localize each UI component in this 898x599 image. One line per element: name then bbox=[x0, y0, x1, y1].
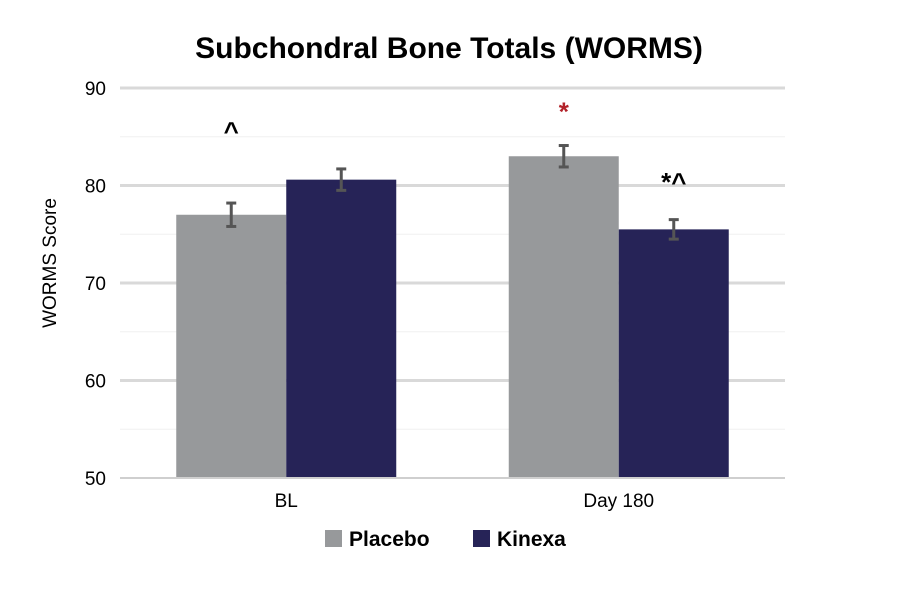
y-tick-label: 70 bbox=[85, 274, 106, 295]
y-tick-label: 90 bbox=[85, 79, 106, 100]
bar bbox=[618, 229, 729, 478]
legend: Placebo Kinexa bbox=[325, 528, 566, 551]
legend-swatch bbox=[325, 530, 342, 547]
category-labels: BL Day 180 bbox=[275, 491, 655, 512]
chart-title: Subchondral Bone Totals (WORMS) bbox=[195, 32, 703, 65]
error-bars bbox=[226, 144, 679, 241]
bar bbox=[176, 214, 287, 478]
y-tick-label: 50 bbox=[85, 469, 106, 490]
legend-label: Placebo bbox=[349, 528, 430, 551]
significance-marker: ^ bbox=[224, 116, 239, 146]
y-axis-label: WORMS Score bbox=[40, 198, 61, 328]
category-label: BL bbox=[275, 491, 298, 512]
y-tick-label: 60 bbox=[85, 372, 106, 393]
significance-marker: * bbox=[559, 97, 570, 127]
significance-marker: *^ bbox=[661, 167, 686, 197]
legend-label: Kinexa bbox=[497, 528, 566, 551]
bar bbox=[508, 156, 619, 478]
bar bbox=[286, 179, 397, 478]
annotations: ^ * *^ bbox=[224, 97, 687, 197]
legend-swatch bbox=[473, 530, 490, 547]
y-tick-label: 80 bbox=[85, 177, 106, 198]
y-axis-ticks: 50 60 70 80 90 bbox=[85, 79, 106, 490]
category-label: Day 180 bbox=[583, 491, 654, 512]
bars bbox=[176, 156, 729, 478]
